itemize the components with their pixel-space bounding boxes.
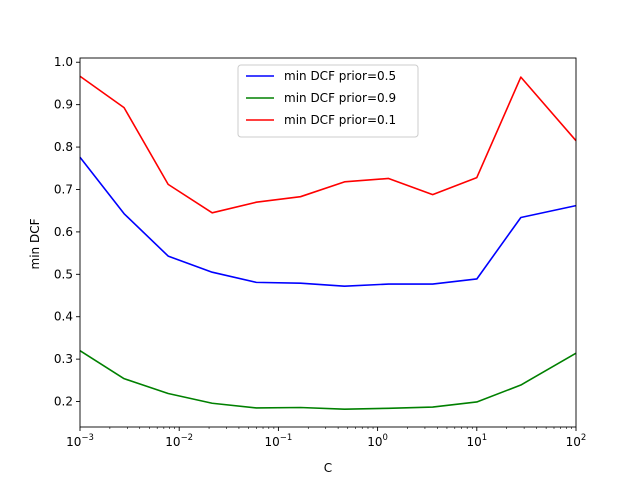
legend-box xyxy=(237,64,419,138)
y-axis-label: min DCF xyxy=(28,218,42,269)
x-axis-label: C xyxy=(324,461,332,475)
legend: min DCF prior=0.5 min DCF prior=0.9 min DC… xyxy=(237,64,419,138)
y-tick-label: 0.6 xyxy=(54,225,73,239)
x-tick-label: 10−2 xyxy=(165,433,193,449)
legend-label-2: min DCF prior=0.9 xyxy=(284,91,396,105)
x-tick-label: 101 xyxy=(466,433,487,449)
y-tick-label: 0.4 xyxy=(54,310,73,324)
y-tick-label: 0.7 xyxy=(54,182,73,196)
series-line-3 xyxy=(79,75,577,214)
ticks-layer: 10−3 10−2 10−1 100 101 102 0.2 0.3 0.4 0.5 0.6 0.7 0… xyxy=(54,55,586,449)
y-tick-label: 0.8 xyxy=(54,140,73,154)
x-tick-label: 10−3 xyxy=(66,433,94,449)
y-tick-label: 1.0 xyxy=(54,55,73,69)
x-tick-label: 100 xyxy=(367,433,388,449)
legend-label-1: min DCF prior=0.5 xyxy=(284,69,396,83)
y-tick-label: 0.5 xyxy=(54,267,73,281)
legend-label-3: min DCF prior=0.1 xyxy=(284,113,396,127)
axes-layer xyxy=(79,57,577,428)
x-tick-label: 102 xyxy=(566,433,587,449)
series-line-1 xyxy=(79,156,577,287)
series-line-2 xyxy=(79,349,577,410)
x-tick-label: 10−1 xyxy=(264,433,292,449)
y-tick-label: 0.3 xyxy=(54,352,73,366)
y-tick-label: 0.2 xyxy=(54,395,73,409)
series-layer xyxy=(79,75,577,410)
y-tick-label: 0.9 xyxy=(54,98,73,112)
axes-frame xyxy=(79,57,577,428)
